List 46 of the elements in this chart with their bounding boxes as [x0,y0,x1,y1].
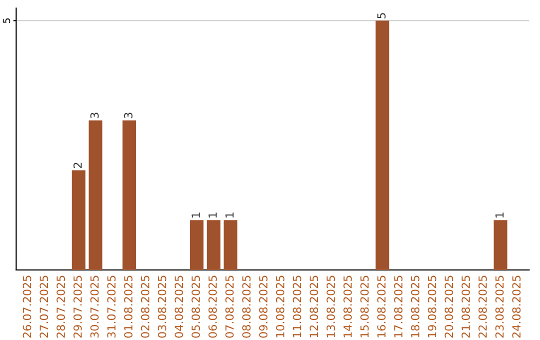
x-tick-label: 14.08.2025 [343,276,352,338]
x-tick-label: 07.08.2025 [225,276,234,338]
x-tick-label: 08.08.2025 [242,276,251,338]
bar [206,220,220,270]
data-label: 1 [495,212,504,218]
x-tick-label: 13.08.2025 [326,276,335,338]
x-tick-label: 27.07.2025 [40,276,48,338]
data-label: 3 [90,112,99,118]
x-tick-label: 28.07.2025 [56,276,65,338]
data-label: 1 [208,212,217,218]
data-label: 5 [377,13,386,18]
x-tick-label: 19.08.2025 [428,276,436,338]
data-label: 2 [73,162,82,168]
data-label: 3 [124,112,132,118]
bar [122,120,136,270]
x-tick-label: 29.07.2025 [73,276,82,338]
x-tick-label: 30.07.2025 [90,276,99,338]
x-tick-label: 10.08.2025 [276,276,284,338]
x-tick-label: 03.08.2025 [158,276,166,338]
data-label: 1 [225,212,234,218]
x-tick-label: 22.08.2025 [478,276,487,338]
x-tick-label: 17.08.2025 [394,276,402,338]
x-tick-label: 04.08.2025 [174,276,184,338]
x-tick-label: 01.08.2025 [124,276,132,338]
data-label: 1 [192,212,200,218]
bar [224,220,238,270]
x-tick-label: 20.08.2025 [444,276,454,338]
x-tick-label: 05.08.2025 [192,276,200,338]
x-tick-label: 21.08.2025 [462,276,470,338]
x-tick-label: 16.08.2025 [377,276,386,338]
bar [72,170,86,270]
bar [494,220,508,270]
x-tick-label: 06.08.2025 [208,276,217,338]
bar [376,20,390,270]
x-tick-label: 31.07.2025 [107,276,116,338]
x-tick-label: 23.08.2025 [495,276,504,338]
x-tick-label: 02.08.2025 [140,276,150,338]
x-tick-label: 18.08.2025 [410,276,420,338]
x-tick-label: 15.08.2025 [360,276,369,338]
bar [88,120,102,270]
x-tick-label: 12.08.2025 [310,276,318,338]
x-tick-label: 11.08.2025 [292,276,302,338]
x-tick-label: 26.07.2025 [22,276,32,338]
x-tick-label: 24.08.2025 [512,276,521,338]
x-tick-label: 09.08.2025 [259,276,268,338]
bar [190,220,204,270]
